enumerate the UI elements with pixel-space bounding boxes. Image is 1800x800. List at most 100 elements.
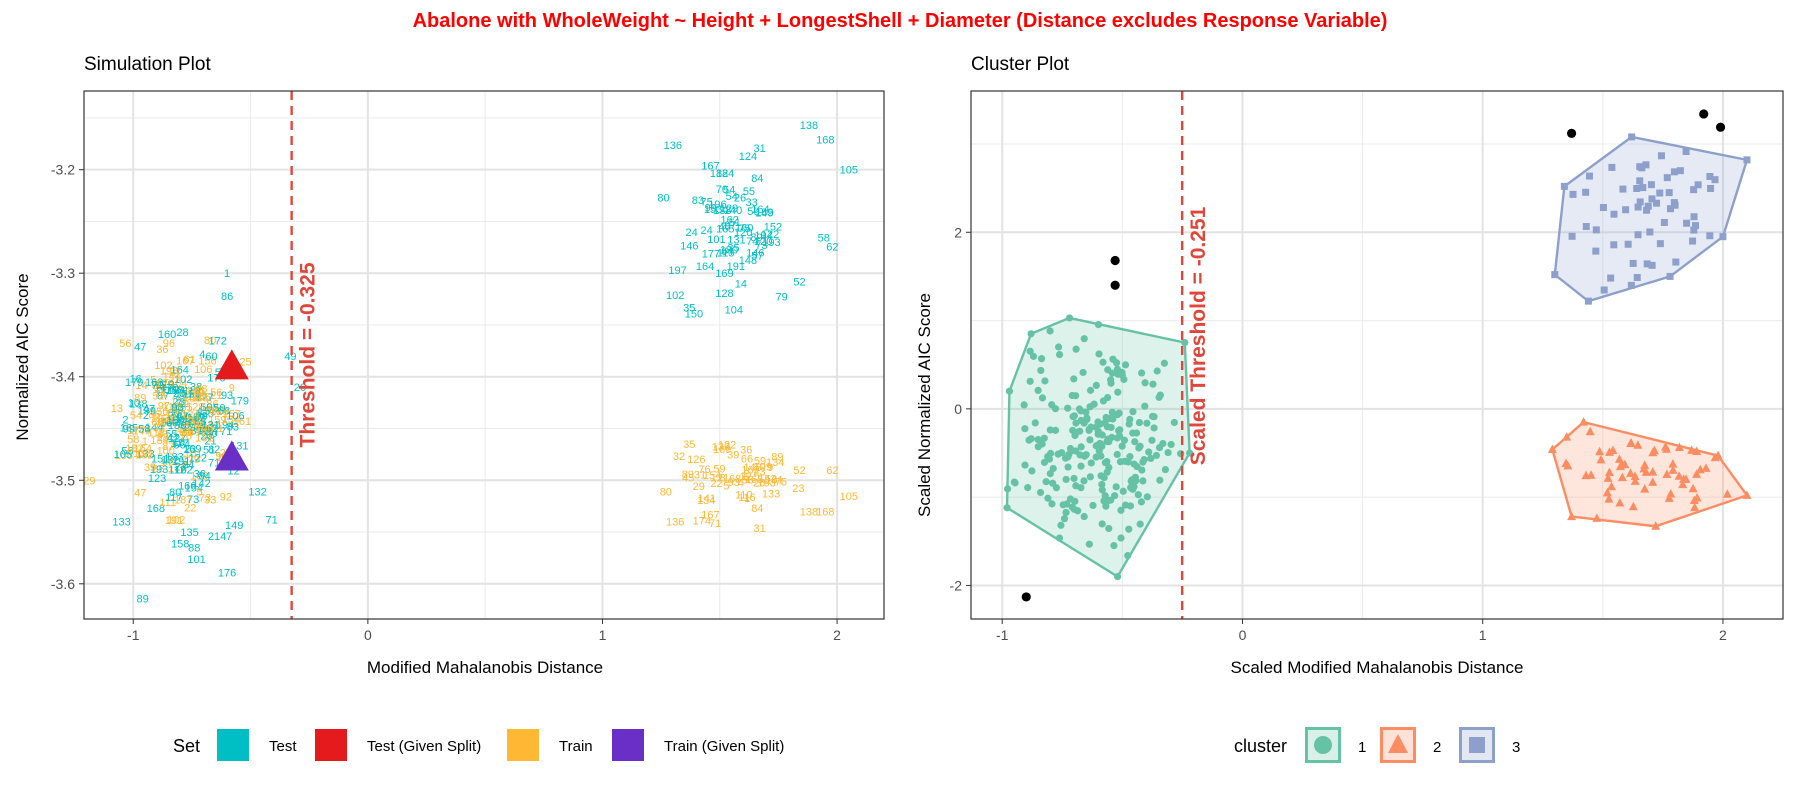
legend-key-border — [1459, 727, 1495, 763]
cloud-point-label: 71 — [220, 426, 232, 438]
point-label: 52 — [793, 276, 805, 288]
cluster-point — [1630, 471, 1640, 480]
cloud-point-label: 168 — [183, 392, 201, 404]
cluster-point — [1029, 352, 1038, 360]
cloud-point-label: 113 — [717, 247, 735, 259]
cluster-point — [1138, 369, 1146, 377]
cluster-point — [1037, 366, 1045, 375]
cloud-point-label: 89 — [682, 469, 694, 481]
cloud-point-label: 23 — [792, 483, 804, 495]
cloud-point-label: 157 — [187, 412, 205, 424]
cloud-point-label: 179 — [125, 377, 143, 389]
legend-entry-label: 2 — [1433, 739, 1441, 756]
cluster-point — [1037, 355, 1046, 363]
legend-key-triangle — [1388, 734, 1408, 753]
y-tick-label: 0 — [954, 401, 962, 417]
cloud-point-label: 56 — [742, 475, 754, 487]
cluster-point — [1648, 195, 1656, 203]
point-label: 148 — [743, 462, 761, 474]
cluster-point — [1125, 525, 1133, 533]
cluster-point — [1113, 365, 1121, 373]
cluster-point — [1136, 520, 1144, 528]
cluster-point — [1003, 485, 1012, 493]
cloud-point-label: 124 — [170, 412, 188, 424]
cluster-point — [1156, 476, 1164, 484]
cluster-point — [1604, 494, 1614, 503]
cluster-point — [1668, 465, 1678, 474]
simulation-plot-title: Simulation Plot — [84, 54, 211, 75]
cloud-point-label: 133 — [762, 489, 780, 501]
cloud-point-label: 134 — [697, 495, 715, 507]
cloud-point-label: 83 — [692, 195, 704, 207]
cloud-point-label: 199 — [754, 461, 772, 473]
cloud-point-label: 131 — [202, 420, 220, 432]
cluster-point — [1104, 393, 1112, 402]
cloud-point-label: 157 — [182, 416, 200, 428]
cloud-point-label: 80 — [168, 407, 180, 419]
cloud-point-label: 97 — [158, 401, 170, 413]
cluster-point — [1626, 468, 1636, 477]
cluster-point — [1126, 453, 1134, 461]
cluster-point — [1137, 498, 1146, 506]
cloud-point-label: 132 — [161, 455, 179, 467]
cloud-point-label: 121 — [711, 473, 729, 485]
cluster-point — [1670, 168, 1678, 176]
cloud-point-label: 70 — [716, 184, 728, 196]
cluster-point — [1152, 451, 1161, 460]
cloud-point-label: 51 — [729, 217, 741, 229]
cloud-point-label: 160 — [158, 329, 176, 341]
cloud-point-label: 9 — [229, 383, 235, 395]
cluster-point — [1132, 477, 1140, 485]
cluster-point — [1070, 474, 1078, 483]
train-given-split-marker — [214, 440, 249, 471]
cloud-point-label: 1 — [744, 493, 750, 505]
cloud-point-label: 174 — [169, 415, 187, 427]
cloud-point-label: 144 — [145, 422, 163, 434]
cloud-point-label: 56 — [121, 445, 133, 457]
cloud-point-label: 31 — [694, 470, 706, 482]
cloud-point-label: 78 — [180, 430, 192, 442]
cloud-point-label: 105 — [114, 449, 132, 461]
point-label: 89 — [134, 392, 146, 404]
cluster-point — [1067, 447, 1075, 455]
cluster-point — [1688, 483, 1698, 493]
cluster-point — [1186, 449, 1194, 457]
cloud-point-label: 182 — [710, 168, 728, 180]
cloud-point-label: 87 — [157, 391, 169, 403]
cloud-point-label: 65 — [152, 463, 164, 475]
cloud-point-label: 177 — [195, 392, 213, 404]
cloud-point-label: 134 — [222, 414, 240, 426]
cloud-point-label: 28 — [157, 432, 169, 444]
cloud-point-label: 56 — [119, 338, 131, 350]
cluster-point — [1126, 502, 1135, 510]
y-tick-label: -3.6 — [51, 576, 75, 592]
cluster-point — [1034, 386, 1042, 395]
cloud-point-label: 142 — [187, 412, 205, 424]
cluster-point — [1567, 511, 1577, 521]
cloud-point-label: 110 — [157, 379, 175, 391]
cloud-point-label: 66 — [162, 457, 174, 469]
cluster-point — [1118, 442, 1126, 450]
cloud-point-label: 175 — [155, 380, 173, 392]
plot-frame — [970, 90, 1784, 620]
cluster-point — [1098, 520, 1106, 528]
cluster-point — [1086, 473, 1094, 481]
cluster-point — [1150, 424, 1158, 432]
cloud-point-label: 73 — [199, 493, 211, 505]
cloud-point-label: 20 — [173, 388, 185, 400]
cluster-point — [1062, 475, 1070, 484]
point-label: 183 — [755, 207, 773, 219]
cloud-point-label: 105 — [170, 396, 188, 408]
point-label: 86 — [221, 291, 233, 303]
cloud-point-label: 23 — [172, 396, 184, 408]
cluster-point — [1003, 504, 1011, 512]
cluster-x-axis-label: Scaled Modified Mahalanobis Distance — [1231, 658, 1524, 677]
cluster-point — [1595, 446, 1605, 456]
cloud-point-label: 87 — [162, 441, 174, 453]
cloud-point-label: 109 — [190, 471, 208, 483]
cluster-point — [1115, 432, 1124, 440]
point-label: 71 — [266, 515, 278, 527]
cloud-point-label: 155 — [165, 385, 183, 397]
cloud-point-label: 26 — [753, 477, 765, 489]
cloud-point-label: 95 — [180, 402, 192, 414]
